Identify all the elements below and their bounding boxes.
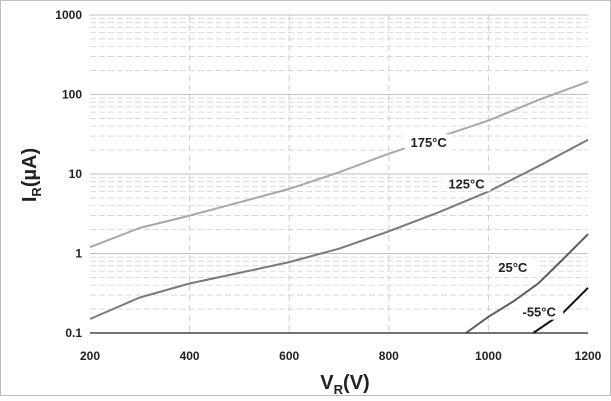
series-label-bg bbox=[404, 134, 453, 151]
series-label-bg bbox=[442, 175, 491, 192]
series-label-bg bbox=[488, 259, 537, 276]
series-line bbox=[465, 233, 589, 334]
y-tick-label: 0.1 bbox=[65, 326, 82, 340]
series-labels: 175°C 125°C 25°C -55°C bbox=[404, 134, 564, 320]
x-tick-label: 600 bbox=[279, 349, 299, 363]
grid bbox=[90, 14, 588, 333]
series-label: -55°C bbox=[523, 305, 557, 320]
series-label: 25°C bbox=[498, 260, 528, 275]
x-tick-label: 1200 bbox=[575, 349, 602, 363]
series-label: 175°C bbox=[410, 135, 447, 150]
series-label: 125°C bbox=[448, 176, 485, 191]
y-tick-label: 10 bbox=[69, 167, 83, 181]
y-tick-label: 1000 bbox=[55, 8, 82, 22]
x-tick-label: 200 bbox=[80, 349, 100, 363]
y-tick-label: 100 bbox=[62, 88, 82, 102]
x-tick-label: 800 bbox=[379, 349, 399, 363]
series-label-bg bbox=[515, 303, 564, 320]
x-tick-label: 400 bbox=[180, 349, 200, 363]
series-line bbox=[89, 138, 589, 320]
y-axis-label: IR(µA) bbox=[19, 148, 44, 202]
y-tick-label: 1 bbox=[75, 247, 82, 261]
x-axis-label: VR(V) bbox=[320, 372, 369, 396]
series-line bbox=[89, 80, 589, 249]
x-tick-label: 1000 bbox=[475, 349, 502, 363]
tick-labels: 0.1 1 10 100 1000 200 400 600 800 1000 1200 bbox=[55, 8, 601, 363]
